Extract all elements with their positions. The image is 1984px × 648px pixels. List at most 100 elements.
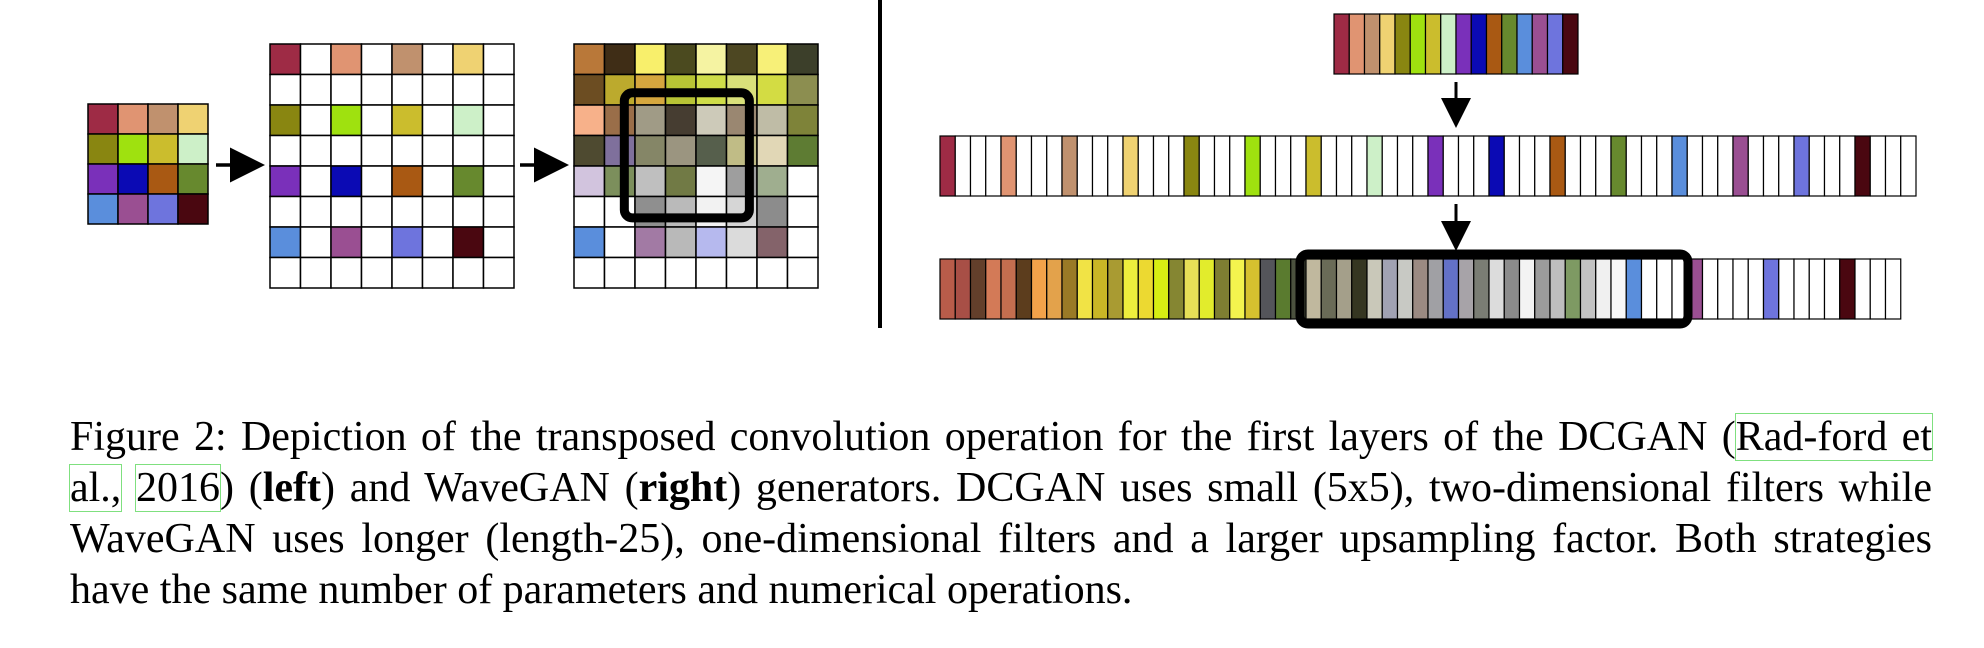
input-grid-cell — [147, 133, 179, 165]
sparse-strip-cell — [1030, 135, 1048, 197]
output-strip-cell — [1488, 258, 1505, 320]
sparse-strip-cell — [1579, 135, 1597, 197]
sparse-strip-cell — [1869, 135, 1887, 197]
sparse-grid-cell — [391, 226, 424, 259]
sparse-grid-cell — [421, 256, 454, 289]
sparse-grid-cell — [421, 73, 454, 106]
sparse-grid-cell — [452, 73, 485, 106]
sparse-grid-cell — [330, 256, 363, 289]
input-strip-cell — [1455, 13, 1472, 75]
output-grid-cell — [756, 134, 789, 167]
sparse-strip-cell — [1396, 135, 1414, 197]
sparse-strip-cell — [1625, 135, 1643, 197]
sparse-grid-cell — [269, 104, 302, 137]
output-strip-cell — [1595, 258, 1612, 320]
output-strip-cell — [1610, 258, 1627, 320]
output-strip-cell — [1274, 258, 1292, 320]
output-strip-cell — [1549, 258, 1566, 320]
sparse-strip-cell — [1900, 135, 1917, 197]
sparse-grid-cell — [421, 165, 454, 198]
sparse-strip-cell — [1747, 135, 1765, 197]
sparse-grid-cell — [299, 43, 332, 76]
sparse-strip-cell — [1244, 135, 1261, 197]
output-grid-cell — [573, 43, 606, 76]
sparse-grid-cell — [360, 43, 393, 76]
sparse-strip-cell — [1046, 135, 1063, 197]
sparse-strip-cell — [1000, 135, 1017, 197]
sparse-strip-cell — [1564, 135, 1582, 197]
output-strip-cell — [1457, 258, 1475, 320]
sparse-grid-cell — [482, 226, 515, 259]
sparse-strip-cell — [1351, 135, 1368, 197]
sparse-strip-cell — [1137, 135, 1155, 197]
sparse-grid-cell — [421, 104, 454, 137]
sparse-strip-cell — [1595, 135, 1612, 197]
output-strip-cell — [1884, 258, 1902, 320]
sparse-strip-cell — [1778, 135, 1795, 197]
output-strip-cell — [1823, 258, 1841, 320]
output-grid-cell — [573, 195, 606, 228]
sparse-strip-cell — [1518, 135, 1536, 197]
output-grid-cell — [786, 43, 819, 76]
output-grid-cell — [634, 226, 667, 259]
output-grid-cell — [573, 134, 606, 167]
citation-radford[interactable]: Rad-ford et al., — [69, 413, 1933, 512]
sparse-strip-cell — [1335, 135, 1353, 197]
input-grid-cell — [147, 163, 179, 195]
sparse-strip-cell — [1671, 135, 1688, 197]
sparse-grid-cell — [421, 134, 454, 167]
input-grid-cell — [177, 133, 209, 165]
output-strip-cell — [1717, 258, 1734, 320]
sparse-strip-cell — [1717, 135, 1734, 197]
input-strip-cell — [1409, 13, 1427, 75]
sparse-grid-cell — [269, 195, 302, 228]
output-strip-cell — [1076, 258, 1094, 320]
caption-tail: ) generators. DCGAN uses small (5x5), tw… — [70, 465, 1932, 613]
output-strip-cell — [1351, 258, 1368, 320]
output-strip-cell — [1381, 258, 1399, 320]
sparse-grid-cell — [299, 165, 332, 198]
output-strip-cell — [1427, 258, 1444, 320]
input-strip-cell — [1546, 13, 1564, 75]
sparse-strip-cell — [1701, 135, 1719, 197]
sparse-grid-cell — [452, 104, 485, 137]
output-strip-cell — [1320, 258, 1338, 320]
input-grid-cell — [117, 133, 149, 165]
sparse-strip-cell — [1320, 135, 1338, 197]
output-grid-cell — [725, 256, 758, 289]
sparse-grid-cell — [391, 256, 424, 289]
sparse-strip-cell — [1198, 135, 1216, 197]
citation-year[interactable]: 2016 — [135, 464, 222, 512]
sparse-strip-cell — [1549, 135, 1566, 197]
sparse-strip-cell — [1839, 135, 1856, 197]
output-grid-cell — [573, 256, 606, 289]
sparse-grid-cell — [452, 226, 485, 259]
output-grid-cell — [695, 43, 728, 76]
output-grid-cell — [634, 195, 667, 228]
sparse-grid-cell — [269, 73, 302, 106]
input-grid-cell — [87, 193, 119, 225]
sparse-grid-cell — [269, 256, 302, 289]
sparse-strip-cell — [1656, 135, 1673, 197]
output-grid-cell — [695, 134, 728, 167]
output-strip-cell — [1030, 258, 1048, 320]
sparse-strip-cell — [1534, 135, 1551, 197]
input-strip-cell — [1424, 13, 1442, 75]
output-strip-cell — [1335, 258, 1353, 320]
sparse-grid-cell — [360, 134, 393, 167]
input-grid-cell — [117, 193, 149, 225]
output-strip-cell — [1747, 258, 1765, 320]
output-grid-cell — [664, 165, 697, 198]
output-strip-cell — [1366, 258, 1383, 320]
input-grid-cell — [177, 163, 209, 195]
sparse-grid-cell — [482, 134, 515, 167]
output-strip-cell — [1412, 258, 1429, 320]
sparse-grid-cell — [421, 195, 454, 228]
sparse-grid-cell — [452, 195, 485, 228]
sparse-strip-cell — [1366, 135, 1383, 197]
sparse-strip-cell — [1168, 135, 1185, 197]
input-strip-cell — [1562, 13, 1579, 75]
sparse-strip-cell — [1412, 135, 1429, 197]
output-grid-cell — [664, 134, 697, 167]
input-strip-cell — [1531, 13, 1549, 75]
